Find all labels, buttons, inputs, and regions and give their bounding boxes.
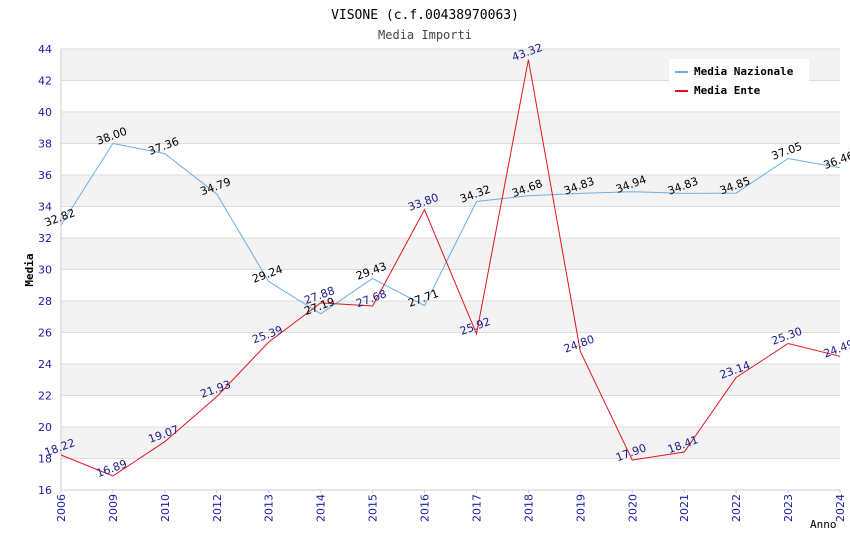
y-tick-label: 22 [38, 390, 52, 403]
x-tick-labels: 2006 2009 2010 2012 2013 2014 2015 2016 2017 2018… [55, 494, 847, 522]
grid-band [61, 112, 840, 144]
legend-label-media-ente: Media Ente [694, 84, 761, 97]
x-tick-label-2017: 2017 [470, 494, 483, 522]
legend-box [669, 59, 809, 104]
y-tick-label: 20 [38, 421, 52, 434]
x-tick-label-2019: 2019 [574, 494, 587, 522]
y-tick-label: 28 [38, 295, 52, 308]
y-tick-label: 40 [38, 106, 52, 119]
y-axis-label: Media [23, 253, 36, 286]
y-tick-label: 26 [38, 327, 52, 340]
y-tick-label: 38 [38, 138, 52, 151]
legend-label-media-nazionale: Media Nazionale [694, 65, 794, 78]
x-tick-label-2023: 2023 [782, 494, 795, 522]
x-tick-label-2015: 2015 [367, 494, 380, 522]
grid-band [61, 427, 840, 459]
series-line-media-nazionale [60, 142, 841, 315]
y-tick-label: 16 [38, 484, 52, 497]
grid-band [61, 175, 840, 207]
y-tick-label: 44 [38, 43, 52, 56]
x-tick-label-2012: 2012 [211, 494, 224, 522]
series-lines [60, 59, 841, 477]
y-tick-labels: 16 18 20 22 24 26 28 30 32 34 36 38 40 42 44 [38, 43, 52, 497]
grid-band [61, 364, 840, 396]
x-tick-label-2013: 2013 [263, 494, 276, 522]
x-tick-label-2021: 2021 [678, 494, 691, 522]
series-line-media-ente [60, 59, 841, 477]
x-tick-label-2006: 2006 [55, 494, 68, 522]
x-tick-label-2020: 2020 [626, 494, 639, 522]
axes [60, 49, 841, 493]
x-tick-label-2014: 2014 [315, 494, 328, 522]
y-tick-label: 42 [38, 75, 52, 88]
y-tick-label: 24 [38, 358, 52, 371]
y-tick-label: 18 [38, 453, 52, 466]
x-tick-label-2022: 2022 [730, 494, 743, 522]
chart-subtitle: Media Importi [378, 28, 472, 42]
y-tick-label: 32 [38, 232, 52, 245]
x-tick-label-2018: 2018 [522, 494, 535, 522]
x-tick-label-2010: 2010 [159, 494, 172, 522]
legend: Media Nazionale Media Ente [669, 59, 809, 104]
y-tick-label: 34 [38, 201, 52, 214]
x-tick-label-2016: 2016 [419, 494, 432, 522]
grid-band [61, 301, 840, 333]
x-axis-label: Anno [810, 518, 837, 531]
chart-title: VISONE (c.f.00438970063) [331, 8, 519, 23]
x-tick-label-2009: 2009 [107, 494, 120, 522]
y-tick-label: 36 [38, 169, 52, 182]
y-tick-label: 30 [38, 264, 52, 277]
x-tick-label-2024: 2024 [834, 494, 847, 522]
